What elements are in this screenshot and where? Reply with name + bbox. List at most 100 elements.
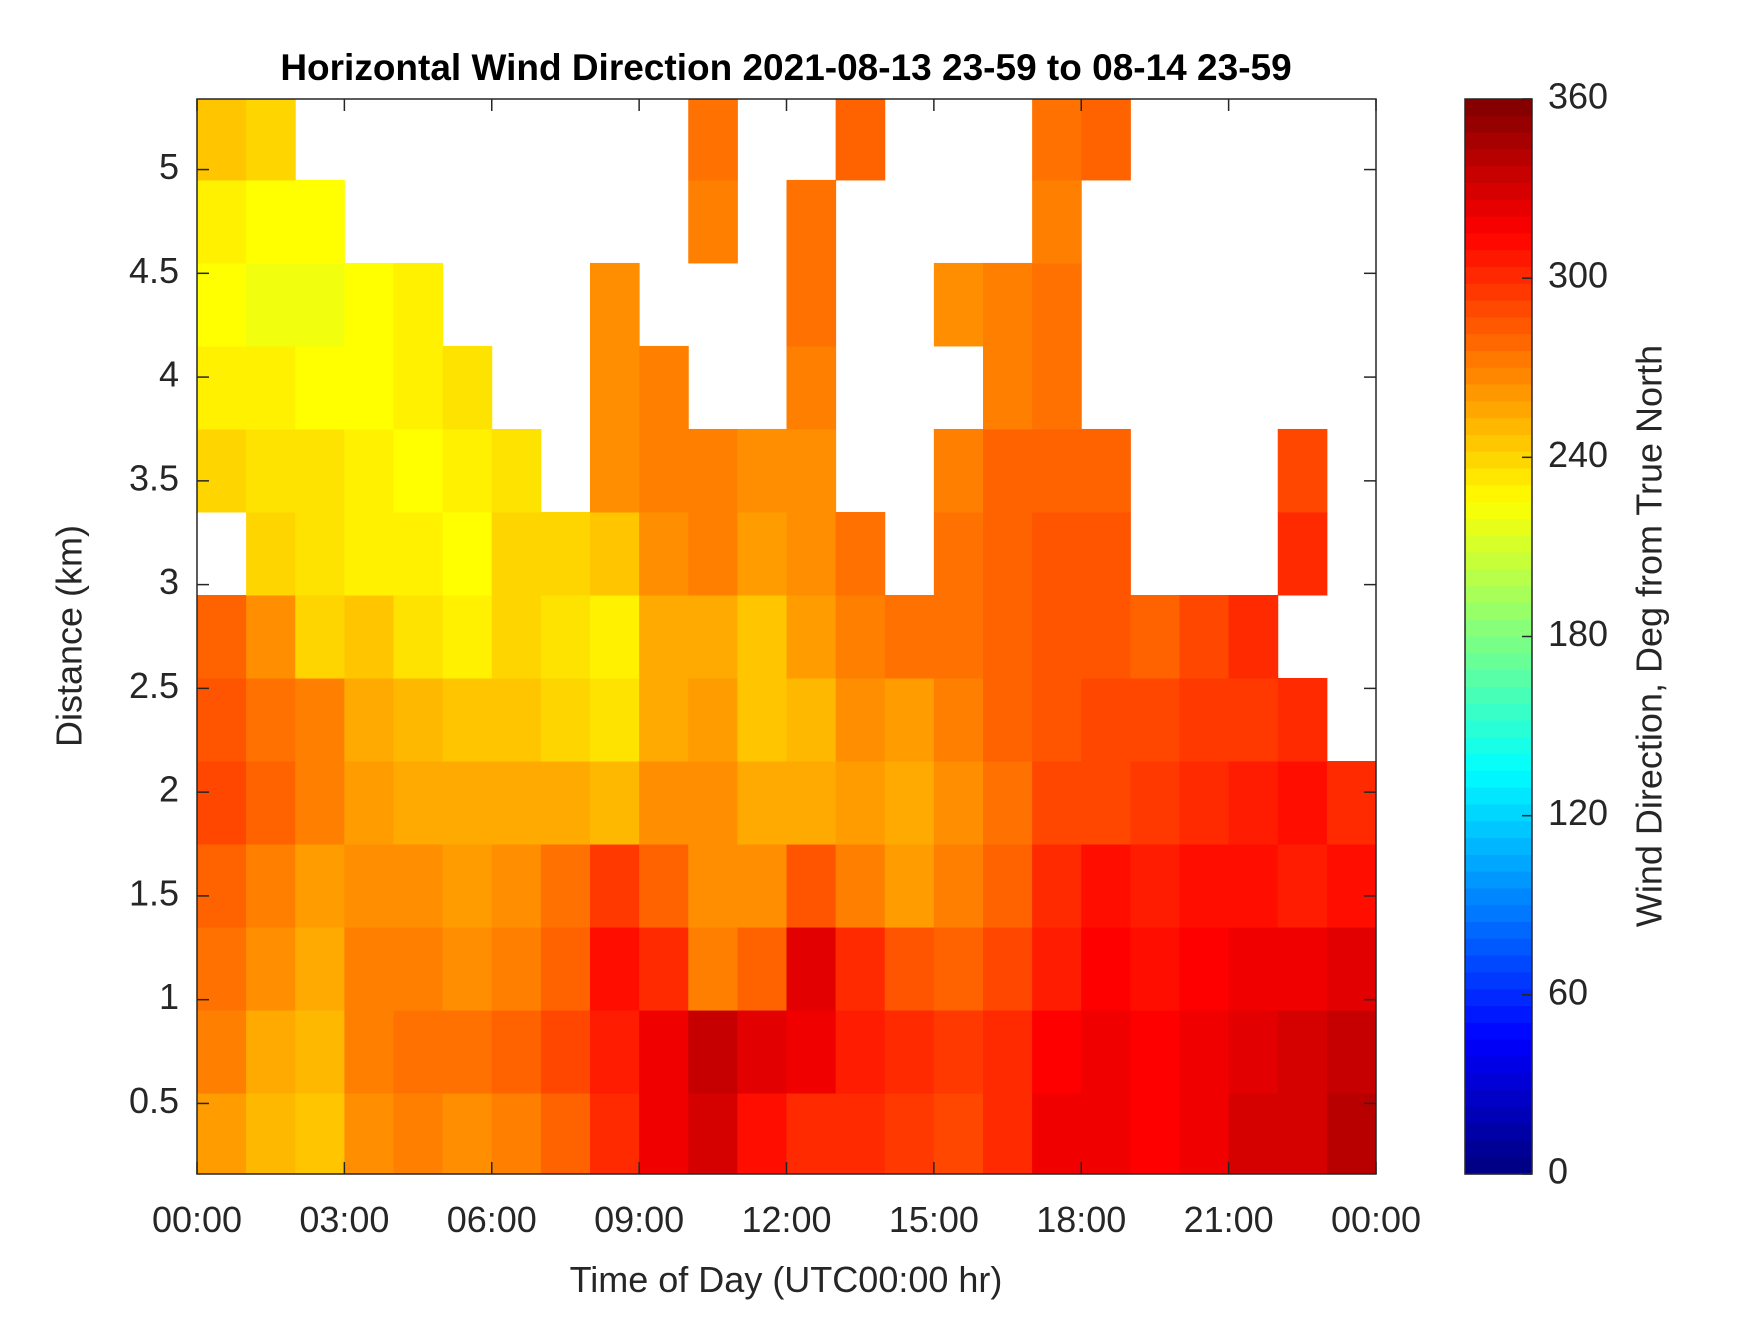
heat-cell bbox=[1277, 1010, 1328, 1094]
heat-cell bbox=[393, 262, 444, 347]
heat-cell bbox=[491, 428, 542, 513]
heat-cell bbox=[933, 1010, 984, 1094]
heat-cell bbox=[1228, 678, 1279, 762]
heat-cell bbox=[197, 262, 247, 347]
heat-cell bbox=[1081, 927, 1131, 1011]
heat-cell bbox=[884, 1093, 935, 1174]
x-tick-label: 06:00 bbox=[447, 1199, 537, 1240]
x-tick-label: 09:00 bbox=[594, 1199, 684, 1240]
heat-cell bbox=[1277, 678, 1328, 762]
heat-cell bbox=[1081, 99, 1131, 181]
heat-cell bbox=[491, 594, 542, 679]
heat-cell bbox=[1179, 594, 1230, 679]
colorbar-segment bbox=[1465, 485, 1532, 503]
heat-cell bbox=[1277, 844, 1328, 928]
heat-cell bbox=[344, 678, 394, 762]
heat-cell bbox=[983, 1093, 1033, 1174]
heat-cell bbox=[197, 844, 247, 928]
heat-cell bbox=[344, 844, 394, 928]
heat-cell bbox=[1130, 761, 1180, 845]
heat-cell bbox=[688, 511, 738, 596]
colorbar-segment bbox=[1465, 317, 1532, 335]
heat-cell bbox=[786, 1093, 837, 1174]
heat-cell bbox=[884, 761, 935, 845]
colorbar-segment bbox=[1465, 871, 1532, 890]
heat-cell bbox=[983, 262, 1033, 347]
colorbar-tick-label: 300 bbox=[1548, 255, 1608, 296]
heat-cell bbox=[1032, 594, 1082, 679]
colorbar-segment bbox=[1465, 418, 1532, 436]
colorbar-segment bbox=[1465, 283, 1532, 302]
heat-cell bbox=[442, 428, 493, 513]
colorbar-segment bbox=[1465, 115, 1532, 134]
y-tick-label: 1 bbox=[159, 976, 179, 1017]
heat-cell bbox=[835, 511, 886, 596]
heat-cell bbox=[1081, 761, 1131, 845]
heat-cell bbox=[786, 678, 837, 762]
heat-cell bbox=[246, 179, 296, 264]
heat-cell bbox=[442, 1093, 493, 1174]
heat-cell bbox=[884, 927, 935, 1011]
heat-cell bbox=[344, 345, 394, 430]
heat-cell bbox=[197, 761, 247, 845]
heat-cell bbox=[246, 262, 296, 347]
colorbar-segment bbox=[1465, 1073, 1532, 1091]
heat-cell bbox=[540, 1093, 591, 1174]
heat-cell bbox=[639, 511, 689, 596]
colorbar-tick-label: 120 bbox=[1548, 792, 1608, 833]
heat-cell bbox=[491, 844, 542, 928]
heat-cell bbox=[590, 1010, 640, 1094]
heat-cell bbox=[393, 428, 444, 513]
heat-cell bbox=[737, 761, 787, 845]
heat-cell bbox=[786, 844, 837, 928]
heat-cell bbox=[393, 345, 444, 430]
heat-cell bbox=[590, 262, 640, 347]
heat-cell bbox=[1130, 927, 1180, 1011]
x-tick-label: 03:00 bbox=[299, 1199, 389, 1240]
heat-cell bbox=[835, 594, 886, 679]
heat-cell bbox=[1032, 678, 1082, 762]
heat-cell bbox=[639, 761, 689, 845]
colorbar-segment bbox=[1465, 770, 1532, 789]
heat-cell bbox=[197, 594, 247, 679]
heat-cell bbox=[246, 511, 296, 596]
colorbar-segment bbox=[1465, 1022, 1532, 1041]
heat-cell bbox=[933, 511, 984, 596]
heat-cell bbox=[933, 594, 984, 679]
heat-cell bbox=[1032, 1093, 1082, 1174]
colorbar-segment bbox=[1465, 535, 1532, 554]
heat-cell bbox=[688, 99, 738, 181]
colorbar-segment bbox=[1465, 1039, 1532, 1058]
heat-cell bbox=[491, 511, 542, 596]
heat-cell bbox=[246, 678, 296, 762]
x-tick-label: 21:00 bbox=[1184, 1199, 1274, 1240]
heat-cell bbox=[786, 511, 837, 596]
colorbar-segment bbox=[1465, 569, 1532, 587]
heat-cell bbox=[295, 844, 345, 928]
heat-cell bbox=[295, 428, 345, 513]
heat-cell bbox=[344, 594, 394, 679]
y-tick-label: 5 bbox=[159, 146, 179, 187]
heat-cell bbox=[688, 1093, 738, 1174]
heat-cell bbox=[1277, 428, 1328, 513]
heat-cell bbox=[933, 761, 984, 845]
heat-cell bbox=[1081, 1010, 1131, 1094]
heat-cell bbox=[295, 1093, 345, 1174]
colorbar-segment bbox=[1465, 804, 1532, 822]
colorbar-tick-label: 180 bbox=[1548, 613, 1608, 654]
heat-cell bbox=[540, 678, 591, 762]
heat-cell bbox=[491, 927, 542, 1011]
heat-cell bbox=[1228, 594, 1279, 679]
heat-cell bbox=[344, 927, 394, 1011]
heat-cell bbox=[295, 761, 345, 845]
heat-cell bbox=[1130, 844, 1180, 928]
heat-cell bbox=[737, 594, 787, 679]
heat-cell bbox=[933, 927, 984, 1011]
colorbar-tick-label: 0 bbox=[1548, 1151, 1568, 1192]
heat-cell bbox=[246, 844, 296, 928]
heat-cell bbox=[1326, 1093, 1376, 1174]
heat-cell bbox=[1130, 1093, 1180, 1174]
colorbar-segment bbox=[1465, 888, 1532, 906]
colorbar-segment bbox=[1465, 384, 1532, 402]
heat-cell bbox=[590, 844, 640, 928]
